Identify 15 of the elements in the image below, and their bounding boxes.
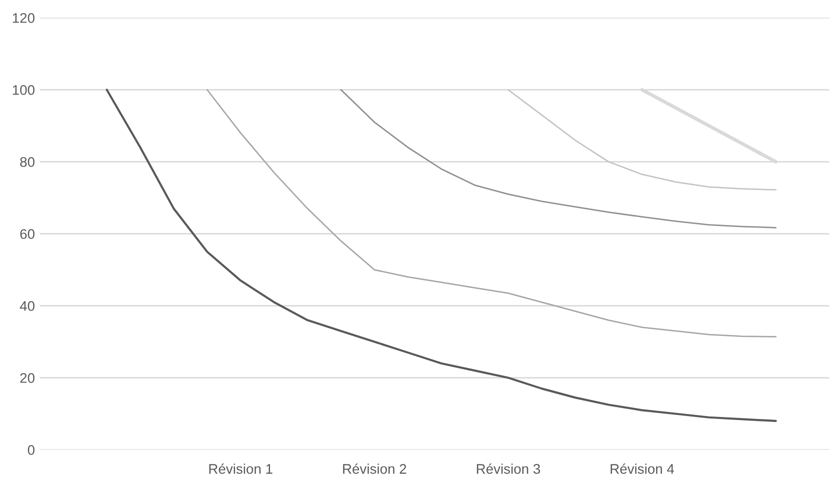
y-tick-label: 120	[12, 13, 34, 23]
y-tick-label: 40	[20, 301, 34, 311]
x-tick-label: Révision 3	[476, 463, 540, 474]
line-series	[106, 88, 777, 422]
line-series	[340, 89, 777, 228]
y-tick-label: 0	[28, 445, 34, 455]
y-tick-label: 60	[20, 229, 34, 239]
line-series	[508, 89, 777, 191]
x-tick-label: Révision 4	[610, 463, 674, 474]
x-tick-label: Révision 1	[209, 463, 272, 474]
y-tick-label: 80	[20, 157, 34, 167]
line-series	[206, 89, 777, 338]
y-tick-label: 100	[12, 85, 34, 95]
x-tick-label: Révision 2	[343, 463, 406, 474]
y-tick-label: 20	[20, 373, 34, 383]
